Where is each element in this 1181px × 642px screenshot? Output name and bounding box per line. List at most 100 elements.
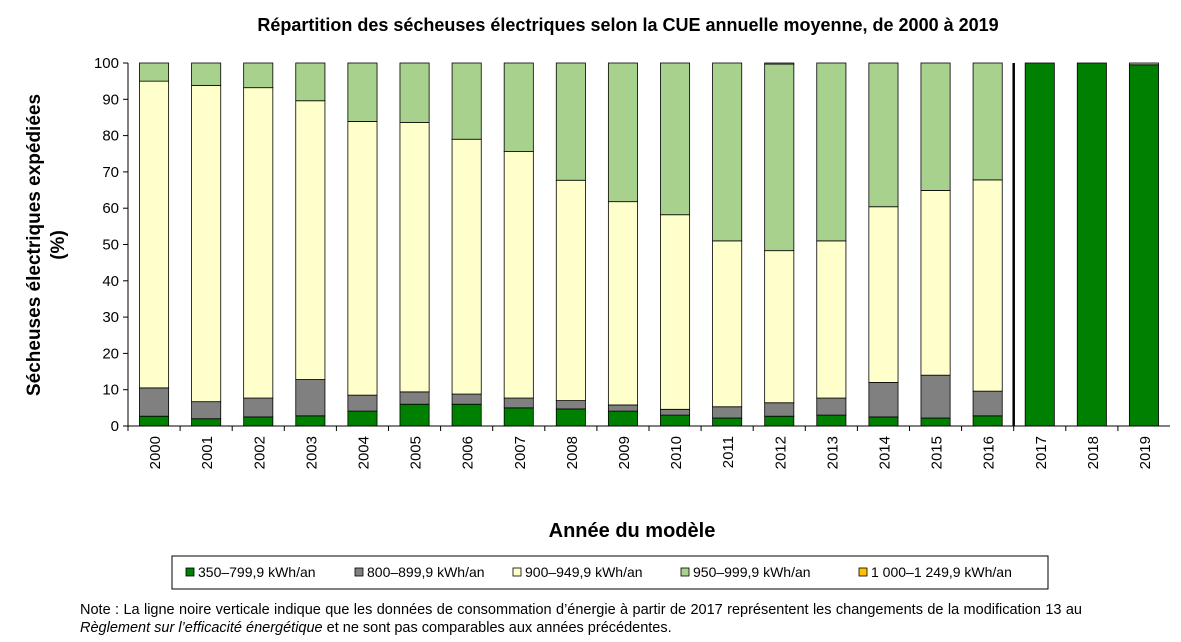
legend-box bbox=[171, 555, 1049, 590]
note-text: Note : La ligne noire verticale indique … bbox=[80, 602, 1082, 618]
bar-segment bbox=[607, 410, 638, 427]
y-tick-label: 80 bbox=[102, 128, 119, 145]
bar-segment bbox=[191, 401, 222, 420]
x-tick-label: 2001 bbox=[199, 436, 216, 469]
bar-segment bbox=[1076, 62, 1107, 427]
bar-segment bbox=[191, 418, 222, 427]
x-tick-label: 2013 bbox=[824, 436, 841, 469]
note: Note : La ligne noire verticale indique … bbox=[80, 601, 1082, 637]
x-tick-label: 2007 bbox=[512, 436, 529, 469]
bar-segment bbox=[347, 121, 378, 396]
bar-segment bbox=[451, 403, 482, 427]
x-tick-label: 2011 bbox=[720, 436, 737, 468]
bar-segment bbox=[1128, 64, 1159, 427]
legend-label: 800–899,9 kWh/an bbox=[367, 564, 485, 580]
bar-segment bbox=[660, 214, 691, 410]
bar-segment bbox=[660, 62, 691, 216]
x-tick-label: 2014 bbox=[876, 436, 893, 469]
bar-segment bbox=[972, 179, 1003, 392]
legend-swatch bbox=[680, 567, 690, 577]
x-tick-label: 2010 bbox=[668, 436, 685, 469]
x-tick-label: 2005 bbox=[408, 436, 425, 469]
bar-segment bbox=[399, 122, 430, 393]
bar-segment bbox=[347, 394, 378, 412]
x-tick-label: 2017 bbox=[1033, 436, 1050, 469]
x-tick-label: 2012 bbox=[772, 436, 789, 469]
bar-segment bbox=[503, 407, 534, 427]
bar-segment bbox=[816, 414, 847, 427]
bar-segment bbox=[920, 417, 951, 427]
bar-segment bbox=[607, 62, 638, 203]
x-tick-label: 2016 bbox=[981, 436, 998, 469]
bar-segment bbox=[868, 62, 899, 208]
bar-segment bbox=[503, 151, 534, 399]
bar-segment bbox=[295, 100, 326, 380]
y-axis-label: (%) bbox=[48, 230, 69, 260]
bar-segment bbox=[243, 62, 274, 89]
x-tick-label: 2019 bbox=[1137, 436, 1154, 469]
legend-label: 950–999,9 kWh/an bbox=[693, 564, 811, 580]
bar-segment bbox=[347, 62, 378, 122]
bar-segment bbox=[868, 206, 899, 383]
bar-segment bbox=[451, 138, 482, 395]
x-tick-label: 2015 bbox=[929, 436, 946, 469]
bar-segment bbox=[555, 400, 586, 410]
y-tick-label: 0 bbox=[111, 418, 119, 435]
bar-segment bbox=[764, 250, 795, 404]
y-tick-label: 90 bbox=[102, 91, 119, 108]
legend-label: 350–799,9 kWh/an bbox=[198, 564, 316, 580]
bar-segment bbox=[972, 390, 1003, 417]
bar-segment bbox=[555, 408, 586, 427]
bar-segment bbox=[503, 62, 534, 152]
bar-segment bbox=[920, 62, 951, 191]
legend-swatch bbox=[858, 567, 868, 577]
bar-segment bbox=[139, 80, 170, 389]
note-italic: Règlement sur l’efficacité énergétique bbox=[80, 620, 323, 636]
x-tick-label: 2009 bbox=[616, 436, 633, 469]
bar-segment bbox=[139, 62, 170, 82]
legend-label: 900–949,9 kWh/an bbox=[525, 564, 643, 580]
y-tick-label: 60 bbox=[102, 200, 119, 217]
bar-segment bbox=[712, 62, 743, 242]
y-tick-label: 50 bbox=[102, 237, 119, 254]
bar-segment bbox=[816, 397, 847, 416]
x-tick-label: 2003 bbox=[303, 436, 320, 469]
bar-segment bbox=[660, 408, 691, 416]
bar-segment bbox=[868, 382, 899, 418]
bar-segment bbox=[295, 379, 326, 417]
bar-segment bbox=[920, 374, 951, 419]
bar-segment bbox=[243, 416, 274, 427]
y-tick-label: 40 bbox=[102, 273, 119, 290]
bar-segment bbox=[399, 391, 430, 405]
y-tick-label: 100 bbox=[94, 55, 119, 72]
bar-segment bbox=[399, 62, 430, 123]
bar-segment bbox=[243, 87, 274, 399]
bar-segment bbox=[347, 410, 378, 427]
y-tick-label: 70 bbox=[102, 164, 119, 181]
y-tick-label: 30 bbox=[102, 309, 119, 326]
bar-segment bbox=[972, 62, 1003, 181]
bar-segment bbox=[764, 415, 795, 427]
bar-segment bbox=[191, 85, 222, 403]
bar-segment bbox=[139, 415, 170, 427]
bar-segment bbox=[555, 179, 586, 401]
bar-segment bbox=[972, 415, 1003, 427]
y-axis-label: Sécheuses électriques expédiées bbox=[24, 94, 45, 396]
bar-segment bbox=[555, 62, 586, 181]
bar-segment bbox=[712, 406, 743, 419]
legend-swatch bbox=[512, 567, 522, 577]
note-text: et ne sont pas comparables aux années pr… bbox=[322, 620, 672, 636]
x-tick-label: 2002 bbox=[251, 436, 268, 469]
bar-segment bbox=[607, 201, 638, 406]
bar-segment bbox=[139, 387, 170, 417]
bar-segment bbox=[764, 63, 795, 252]
bar-segment bbox=[712, 240, 743, 408]
legend-swatch bbox=[354, 567, 364, 577]
bar-segment bbox=[607, 404, 638, 412]
bar-segment bbox=[712, 417, 743, 427]
bar-segment bbox=[295, 62, 326, 102]
bar-segment bbox=[816, 62, 847, 242]
legend-swatch bbox=[185, 567, 195, 577]
bar-segment bbox=[451, 62, 482, 140]
